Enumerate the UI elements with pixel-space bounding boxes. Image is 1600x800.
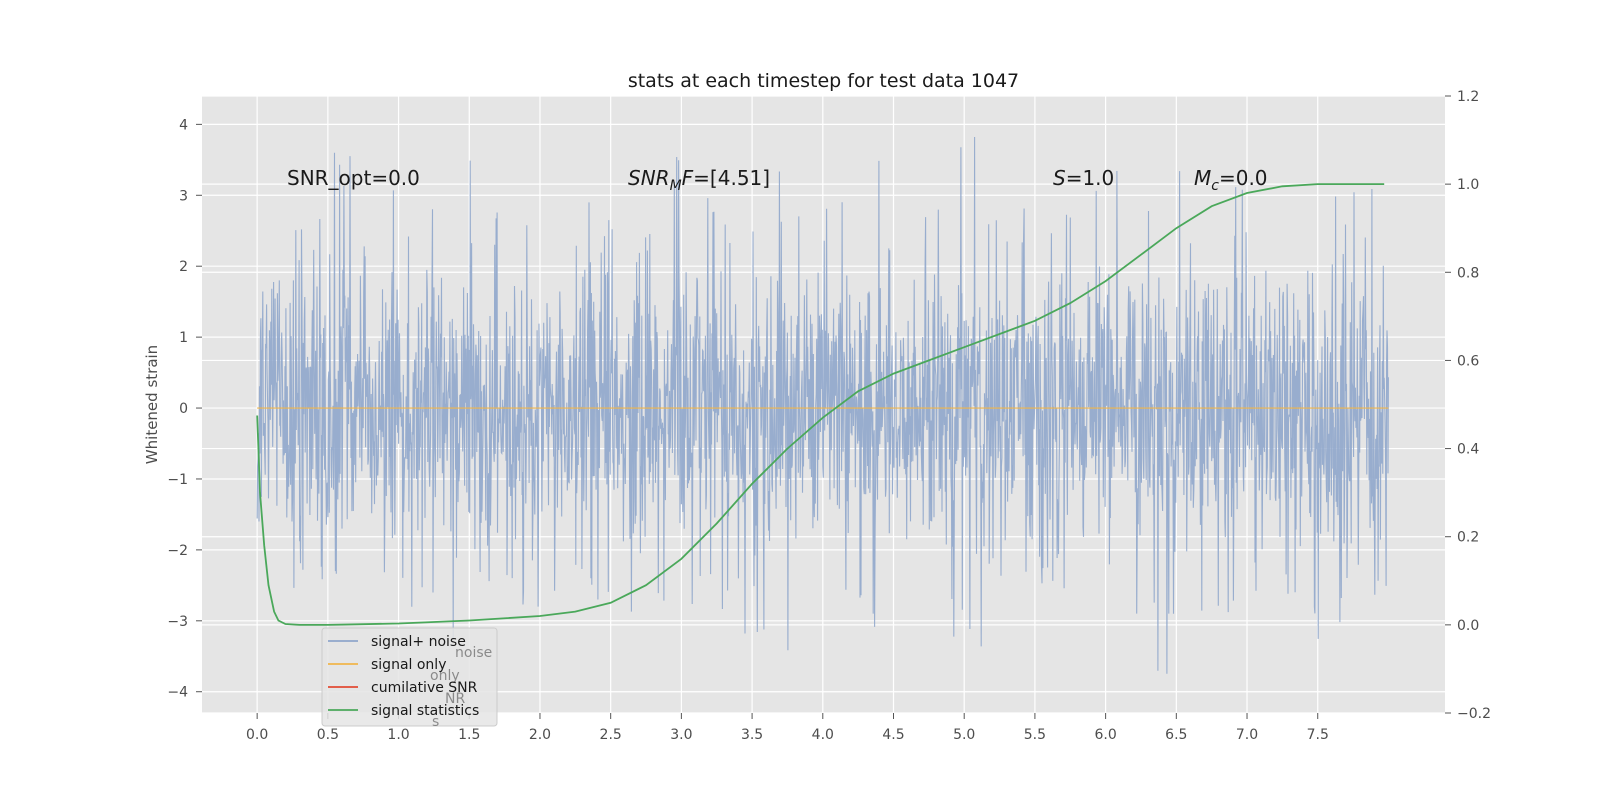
x-tick-label: 1.0 bbox=[387, 727, 409, 743]
y-left-tick-label: −2 bbox=[167, 543, 188, 559]
legend-ghost-text: only bbox=[430, 668, 460, 684]
y-right-tick-label: −0.2 bbox=[1457, 706, 1491, 722]
annotation-mc-value: =0.0 bbox=[1219, 166, 1268, 190]
legend-ghost-text: NR bbox=[445, 691, 465, 707]
annotation-mc-subscript: c bbox=[1211, 178, 1219, 194]
x-tick-label: 3.5 bbox=[741, 727, 763, 743]
annotation-mc-var: M bbox=[1194, 166, 1211, 190]
annotation-s-value: =1.0 bbox=[1066, 166, 1115, 190]
annotation-s-var: S bbox=[1053, 166, 1066, 190]
legend-ghost-text: noise bbox=[455, 645, 492, 661]
y-left-tick-label: 1 bbox=[179, 330, 188, 346]
x-tick-label: 5.5 bbox=[1024, 727, 1046, 743]
x-tick-label: 2.0 bbox=[529, 727, 551, 743]
line-series bbox=[256, 183, 1389, 626]
x-tick-label: 0.5 bbox=[317, 727, 339, 743]
x-tick-label: 1.5 bbox=[458, 727, 480, 743]
x-tick-label: 5.0 bbox=[953, 727, 975, 743]
signal-statistics-line bbox=[256, 183, 1385, 626]
x-tick-label: 7.5 bbox=[1307, 727, 1329, 743]
y-left-tick-label: 3 bbox=[179, 188, 188, 204]
annotation-snr-mf-main: SNR bbox=[628, 166, 670, 190]
axes: 0.0 0.5 1.0 1.5 2.0 2.5 3.0 3.5 4.0 4.5 5.0 5.5 6.0 6… bbox=[167, 89, 1491, 743]
y-left-tick-label: 4 bbox=[179, 117, 188, 133]
chart-title: stats at each timestep for test data 104… bbox=[628, 70, 1019, 92]
x-tick-label: 2.5 bbox=[600, 727, 622, 743]
legend-label: signal statistics bbox=[371, 703, 479, 719]
x-tick-label: 6.0 bbox=[1094, 727, 1116, 743]
annotation-snr-mf-value: =[4.51] bbox=[693, 166, 770, 190]
signal-noise-line bbox=[256, 136, 1389, 674]
y-right-tick-label: 0.4 bbox=[1457, 442, 1479, 458]
x-tick-label: 4.0 bbox=[812, 727, 834, 743]
x-tick-label: 7.0 bbox=[1236, 727, 1258, 743]
x-tick-label: 6.5 bbox=[1165, 727, 1187, 743]
legend-box bbox=[321, 627, 498, 727]
annotation-mc: Mc=0.0 bbox=[1194, 166, 1268, 194]
legend-label: signal only bbox=[371, 657, 446, 673]
y-right-tick-label: 0.2 bbox=[1457, 530, 1479, 546]
legend-ghost-text: s bbox=[432, 714, 439, 730]
y-right-tick-label: 0.0 bbox=[1457, 618, 1479, 634]
x-tick-label: 0.0 bbox=[246, 727, 268, 743]
legend-label: cumilative SNR bbox=[371, 680, 478, 696]
y-right-tick-label: 1.0 bbox=[1457, 177, 1479, 193]
annotation-s: S=1.0 bbox=[1053, 166, 1114, 190]
y-left-tick-label: 0 bbox=[179, 401, 188, 417]
legend-label: signal+ noise bbox=[371, 634, 466, 650]
x-tick-label: 3.0 bbox=[670, 727, 692, 743]
y-left-tick-label: −1 bbox=[167, 472, 188, 488]
x-tick-label: 4.5 bbox=[882, 727, 904, 743]
signal-noise-series bbox=[256, 136, 1389, 674]
annotation-snr-mf-rest-var: F bbox=[682, 166, 694, 190]
y-right-tick-label: 0.6 bbox=[1457, 353, 1479, 369]
y-right-tick-label: 1.2 bbox=[1457, 89, 1479, 105]
annotation-snr-opt: SNR_opt=0.0 bbox=[287, 166, 420, 190]
y-left-tick-label: −3 bbox=[167, 614, 188, 630]
annotations: SNR_opt=0.0 SNRMF=[4.51] S=1.0 Mc=0.0 bbox=[287, 166, 1268, 194]
annotation-snr-mf: SNRMF=[4.51] bbox=[628, 166, 770, 194]
y-left-tick-label: 2 bbox=[179, 259, 188, 275]
y-left-tick-label: −4 bbox=[167, 685, 188, 701]
y-right-tick-label: 0.8 bbox=[1457, 265, 1479, 281]
y-axis-label: Whitened strain bbox=[143, 345, 161, 464]
annotation-snr-mf-subscript: M bbox=[670, 178, 682, 194]
